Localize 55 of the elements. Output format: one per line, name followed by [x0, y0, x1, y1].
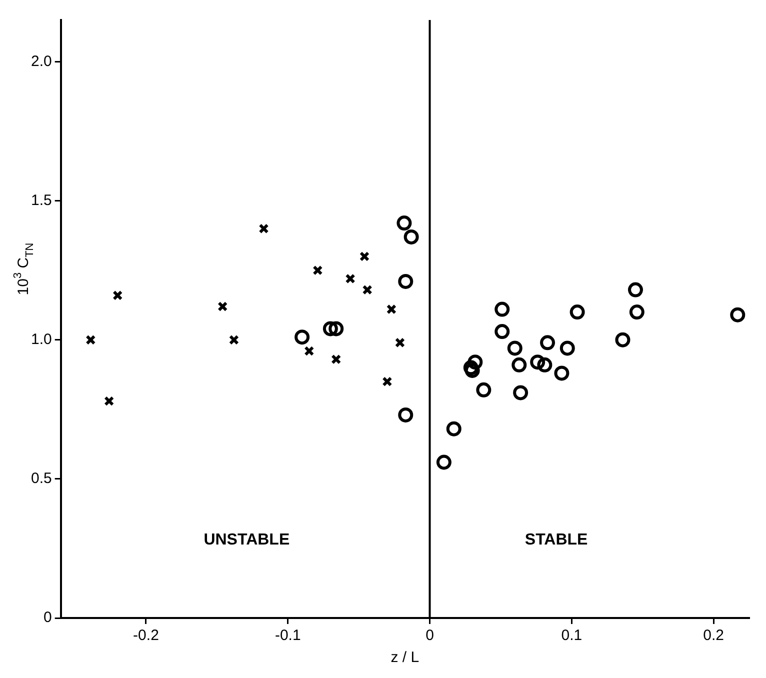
point: [629, 304, 644, 320]
y-tick-label: 2.0: [30, 52, 52, 70]
annotation: UNSTABLE: [204, 532, 290, 549]
point: [86, 334, 96, 345]
y-axis-title: 103 CTN: [12, 242, 36, 296]
point: [446, 421, 462, 436]
point: [404, 229, 419, 244]
y-tick-label: 0.5: [30, 470, 52, 488]
point: [468, 354, 483, 370]
point: [258, 224, 269, 234]
point: [396, 216, 412, 231]
point: [560, 340, 575, 356]
point: [398, 407, 414, 422]
y-tick-label: 0: [44, 609, 52, 626]
x-tick-label: 0.1: [561, 627, 582, 644]
point: [112, 290, 123, 300]
y-tick-label: 1.5: [30, 192, 52, 209]
point: [540, 335, 556, 350]
x-tick-label: 0.2: [703, 627, 724, 644]
point: [294, 330, 310, 345]
point: [512, 357, 527, 372]
point: [507, 340, 522, 356]
point: [615, 332, 630, 348]
point: [312, 265, 323, 276]
point: [328, 321, 344, 336]
x-tick-label: -0.2: [133, 627, 159, 644]
point: [730, 307, 746, 322]
annotation: STABLE: [524, 532, 588, 549]
point: [537, 357, 552, 372]
y-tick-label: 1.0: [30, 331, 52, 348]
x-axis-title: z / L: [390, 649, 420, 666]
point: [382, 376, 392, 387]
point: [554, 366, 570, 381]
point: [228, 334, 239, 345]
point: [304, 346, 314, 356]
point: [386, 304, 396, 314]
point: [104, 396, 114, 406]
point: [628, 282, 643, 298]
point: [494, 302, 510, 317]
x-tick-label: -0.1: [274, 627, 301, 644]
point: [513, 385, 528, 400]
point: [494, 324, 510, 340]
point: [436, 454, 452, 470]
point: [398, 274, 414, 289]
point: [359, 251, 370, 262]
point: [394, 338, 405, 348]
point: [218, 301, 228, 312]
point: [362, 284, 372, 295]
point: [570, 304, 585, 320]
point: [345, 274, 356, 284]
point: [331, 354, 342, 364]
point: [322, 321, 338, 336]
point: [476, 382, 492, 398]
x-tick-label: 0: [426, 627, 434, 644]
point: [530, 354, 546, 370]
